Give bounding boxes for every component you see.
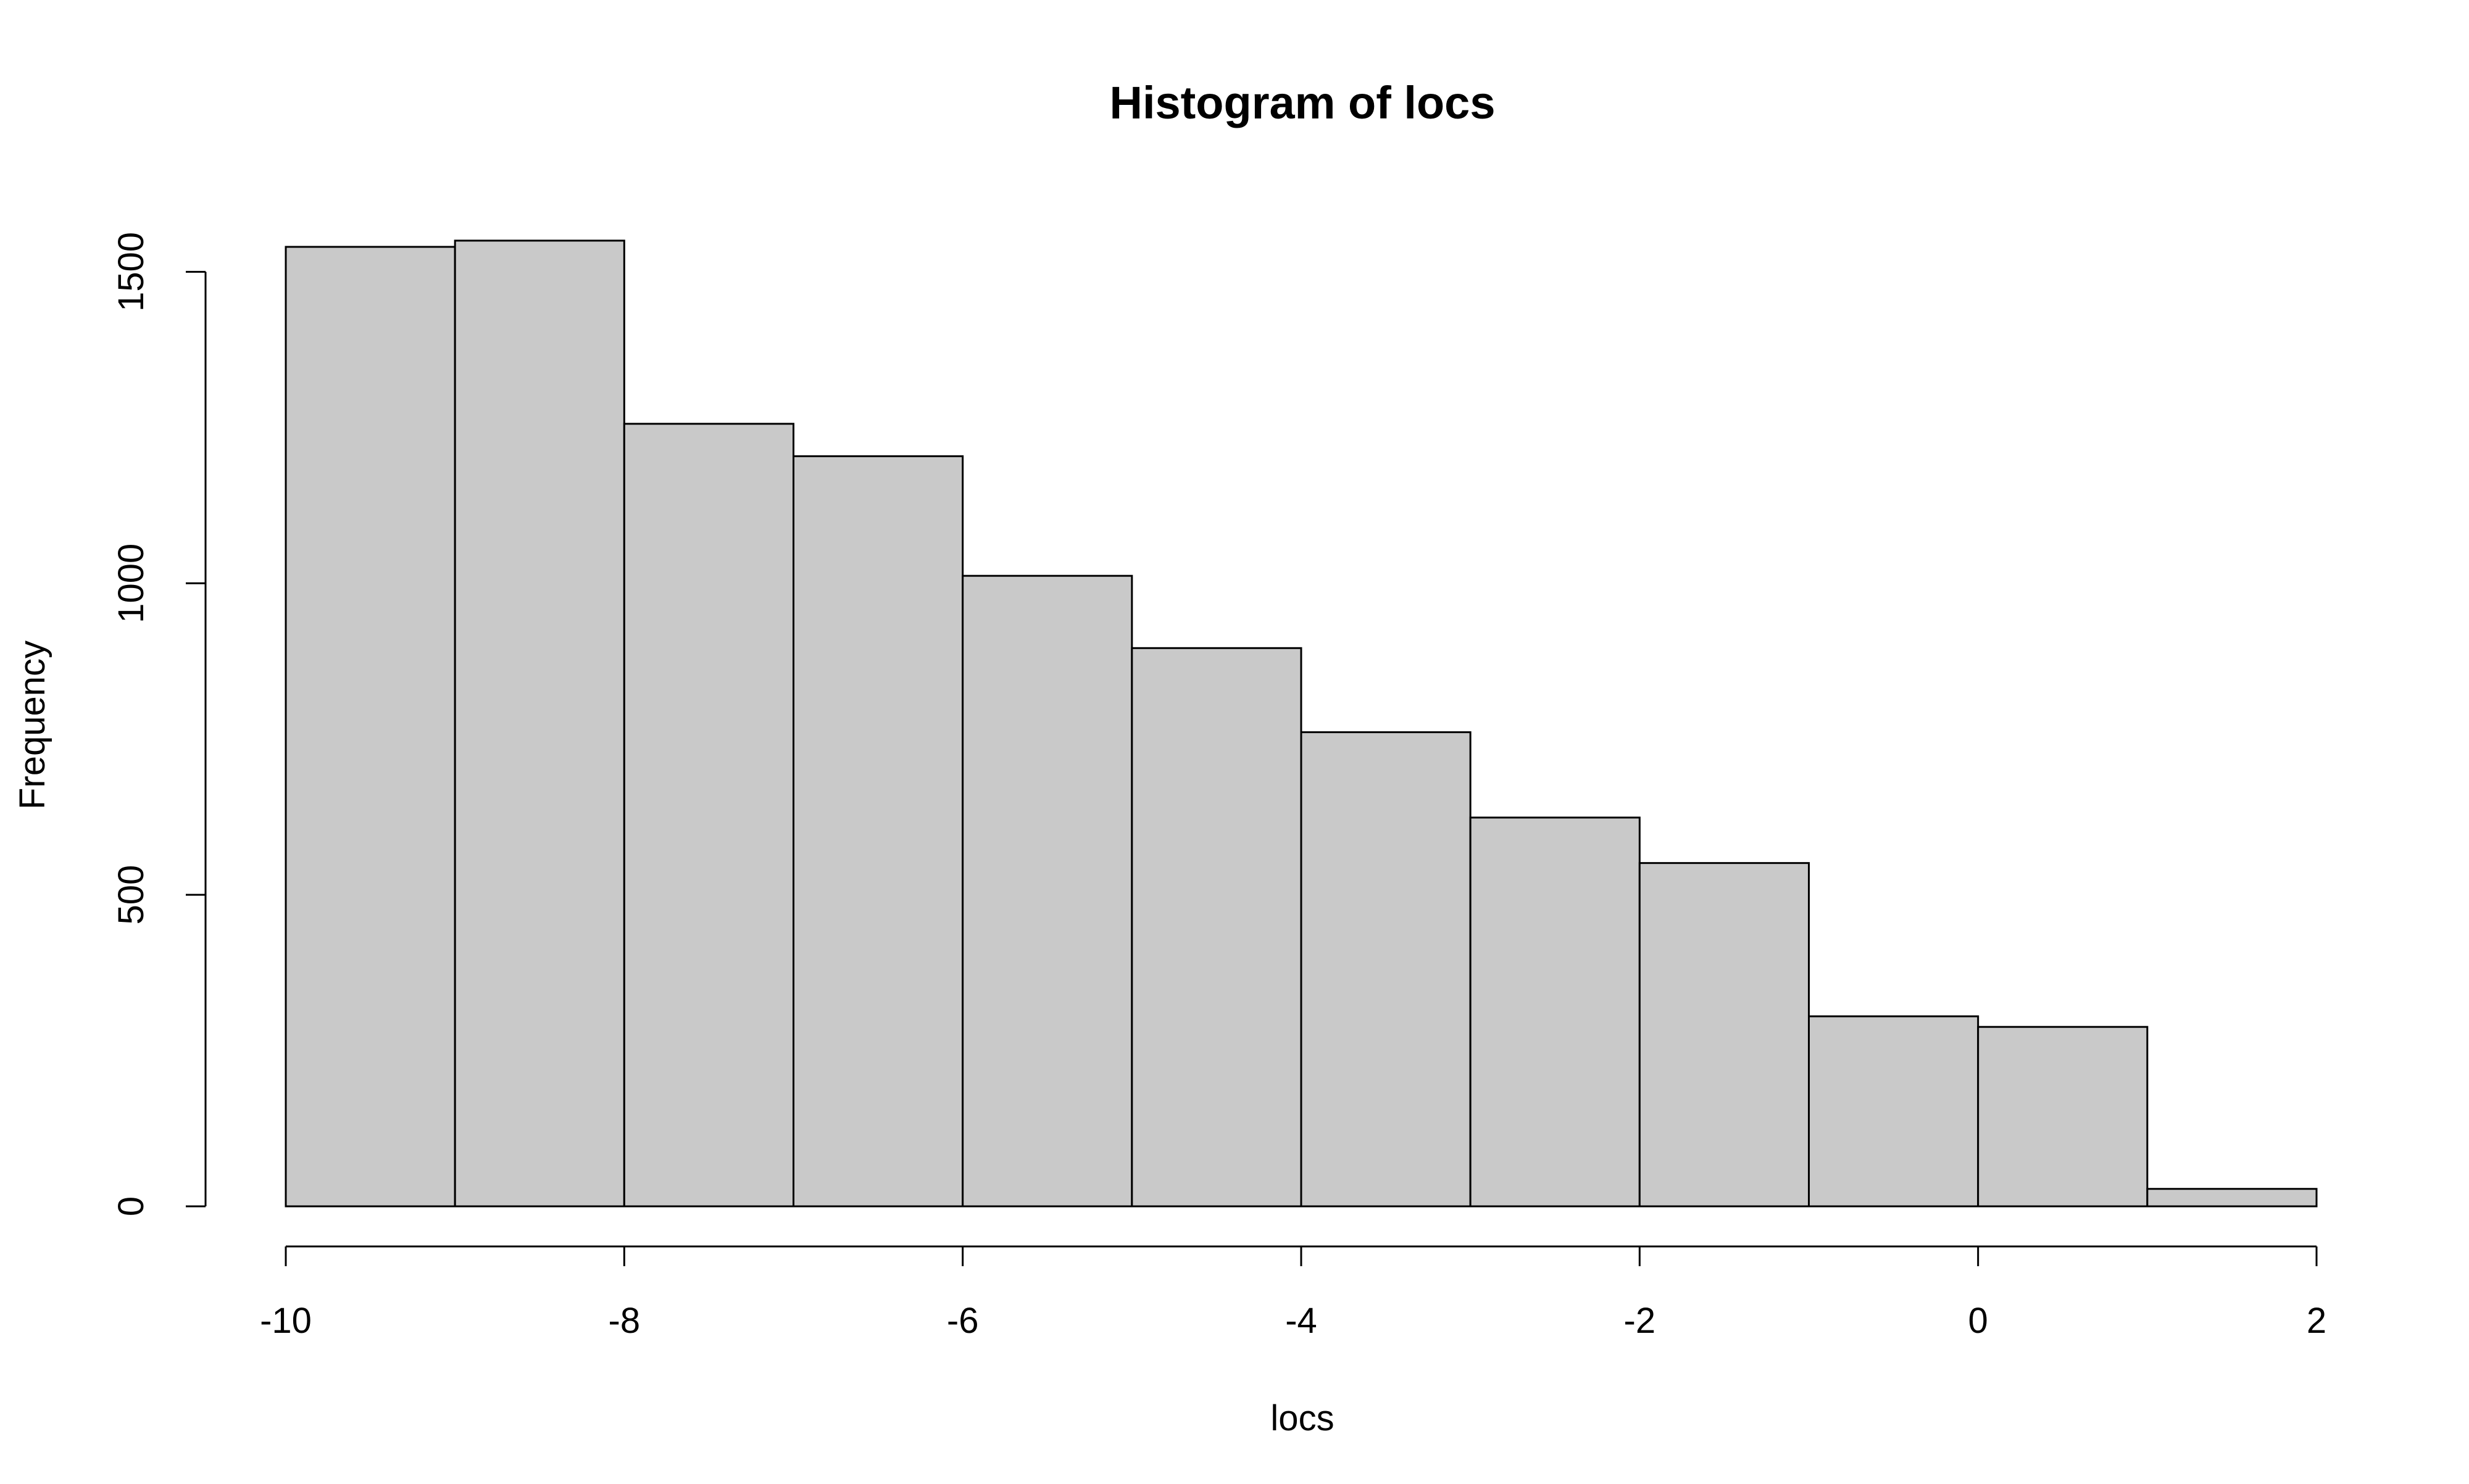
histogram-bar <box>623 423 794 1208</box>
histogram-bar <box>962 574 1133 1208</box>
histogram-bar <box>2146 1188 2318 1208</box>
x-axis-label: locs <box>1270 1398 1334 1438</box>
histogram-bar <box>454 239 625 1208</box>
histogram-bar <box>1977 1026 2149 1208</box>
chart-title: Histogram of locs <box>1110 77 1496 128</box>
y-tick-label: 0 <box>111 1196 151 1216</box>
y-ticks-group: 0 500 1000 1500 <box>111 232 206 1216</box>
histogram-bar <box>793 455 964 1208</box>
histogram-bar <box>1300 731 1472 1208</box>
y-tick-label: 1000 <box>111 544 151 623</box>
x-tick-label: -10 <box>260 1301 312 1341</box>
x-tick-label: -4 <box>1285 1301 1317 1341</box>
x-ticks-group: -10 -8 -6 -4 -2 0 2 <box>260 1246 2326 1341</box>
bars-group <box>285 239 2318 1208</box>
x-tick-label: 2 <box>2307 1301 2326 1341</box>
x-tick-label: 0 <box>1968 1301 1988 1341</box>
x-tick-label: -6 <box>947 1301 979 1341</box>
y-tick-label: 500 <box>111 865 151 925</box>
histogram-bar <box>1131 647 1302 1208</box>
x-tick-label: -2 <box>1624 1301 1656 1341</box>
histogram-bar <box>1469 816 1641 1208</box>
x-tick-label: -8 <box>609 1301 641 1341</box>
histogram-bar <box>1808 1015 1980 1208</box>
histogram-bar <box>285 246 456 1208</box>
y-axis-label: Frequency <box>12 640 52 810</box>
histogram-bar <box>1638 862 1810 1208</box>
y-tick-label: 1500 <box>111 232 151 312</box>
